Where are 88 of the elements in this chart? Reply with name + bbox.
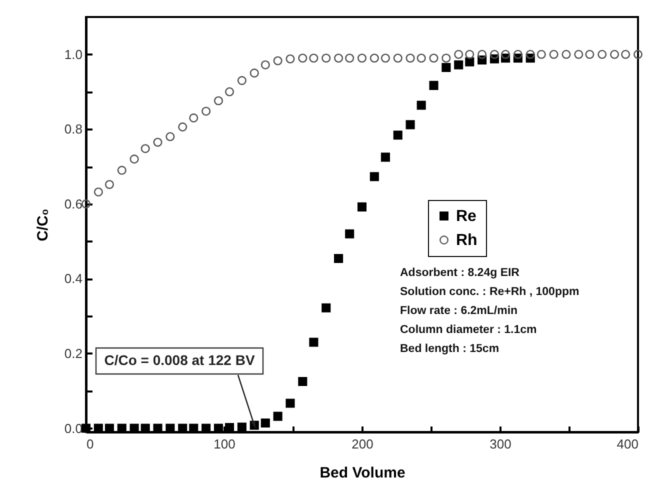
point: [357, 202, 367, 212]
point: [549, 50, 558, 59]
point: [309, 338, 318, 347]
point: [237, 422, 246, 432]
point: [166, 132, 175, 142]
point: [104, 180, 114, 190]
annotation: Flow rate : 6.2mL/min: [400, 305, 518, 317]
point: [536, 50, 546, 59]
annotation: Adsorbent : 8.24g EIR: [400, 267, 520, 279]
y-tick-label: 0.6: [64, 196, 82, 212]
point: [153, 138, 162, 147]
point: [298, 54, 308, 63]
annotation: Bed length : 15cm: [400, 343, 500, 355]
point: [478, 50, 487, 59]
point: [416, 54, 426, 63]
point: [429, 54, 438, 63]
point: [322, 303, 331, 312]
point: [298, 377, 308, 386]
point: [429, 80, 438, 90]
point: [286, 398, 295, 408]
point: [309, 54, 318, 63]
legend-label: Re: [456, 208, 477, 225]
point: [214, 96, 224, 106]
point: [273, 412, 282, 421]
annotation: Column diameter : 1.1cm: [400, 324, 537, 336]
point: [322, 54, 331, 63]
point: [598, 50, 607, 59]
point: [370, 172, 379, 182]
point: [393, 130, 402, 140]
y-tick-label: 0.2: [64, 346, 82, 361]
point: [406, 54, 415, 63]
annotation: Solution conc. : Re+Rh , 100ppm: [400, 286, 580, 298]
legend-label: Rh: [456, 232, 478, 249]
point: [500, 50, 510, 59]
point: [357, 54, 367, 63]
point: [442, 62, 451, 72]
point: [250, 68, 259, 78]
x-tick-label: 0: [86, 436, 94, 452]
point: [513, 50, 522, 59]
point: [442, 54, 451, 63]
y-tick-label: 0.4: [64, 271, 82, 286]
point: [345, 54, 354, 63]
point: [130, 154, 139, 164]
point: [406, 120, 415, 130]
x-tick-label: 300: [490, 436, 512, 452]
point: [224, 422, 234, 432]
point: [416, 100, 426, 110]
x-tick-label: 100: [214, 436, 236, 452]
point: [286, 54, 295, 64]
point: [490, 50, 500, 59]
point: [465, 50, 474, 59]
y-tick-label: 1.0: [64, 46, 82, 62]
point: [526, 50, 535, 59]
point: [454, 50, 464, 59]
y-tick-label: 0.0: [64, 420, 82, 436]
point: [465, 57, 474, 66]
point: [237, 76, 246, 86]
x-tick-label: 200: [352, 436, 374, 452]
point: [260, 60, 270, 70]
point: [260, 418, 270, 428]
y-tick-label: 0.8: [64, 122, 82, 137]
point: [345, 229, 354, 238]
annotation: C/Co = 0.008 at 122 BV: [104, 352, 256, 368]
point: [380, 152, 390, 162]
point: [393, 54, 402, 63]
x-tick-label: 400: [616, 436, 638, 452]
point: [224, 87, 234, 96]
point: [370, 54, 379, 63]
point: [94, 187, 103, 196]
x-axis-title: Bed Volume: [320, 464, 406, 482]
y-axis-title: C/C₀: [34, 208, 52, 242]
point: [574, 50, 584, 59]
point: [621, 50, 630, 59]
point: [202, 106, 211, 116]
point: [585, 50, 594, 59]
point: [334, 254, 344, 264]
point: [178, 122, 188, 132]
point: [273, 56, 282, 66]
point: [140, 144, 150, 154]
point: [562, 50, 571, 59]
point: [189, 113, 198, 122]
point: [81, 199, 91, 208]
point: [380, 54, 390, 63]
point: [117, 166, 126, 175]
point: [633, 50, 643, 59]
point: [334, 54, 344, 63]
point: [454, 60, 464, 70]
point: [610, 50, 620, 59]
